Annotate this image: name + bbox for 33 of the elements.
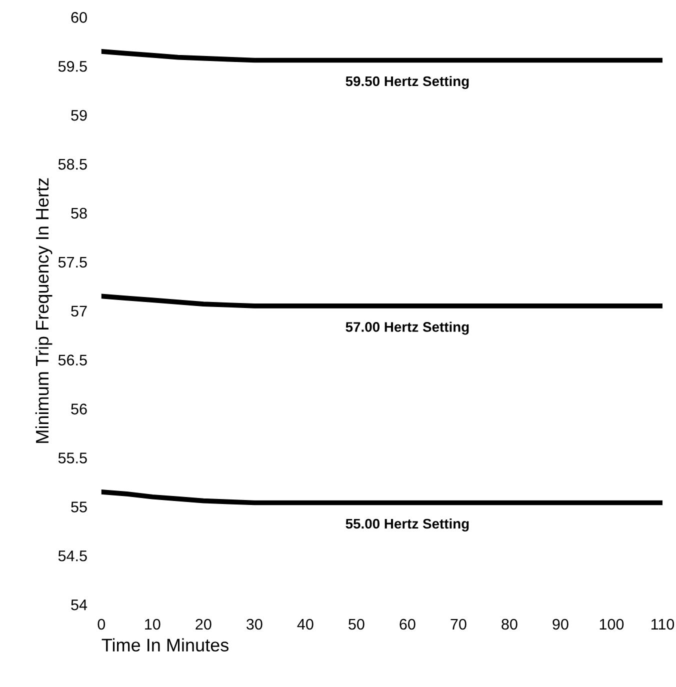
- y-tick-label: 56.5: [58, 354, 87, 366]
- x-tick-label: 10: [145, 618, 160, 630]
- x-tick-label: 100: [600, 618, 624, 630]
- y-tick-label: 54.5: [58, 550, 87, 562]
- x-tick-label: 110: [651, 618, 674, 630]
- x-tick-label: 30: [246, 618, 262, 630]
- y-axis-title: Minimum Trip Frequency In Hertz: [35, 178, 52, 443]
- x-tick-label: 70: [450, 618, 466, 630]
- x-tick-label: 60: [400, 618, 416, 630]
- y-tick-label: 58.5: [58, 158, 87, 170]
- y-tick-label: 56: [71, 404, 87, 414]
- x-tick-label: 80: [502, 618, 518, 630]
- series-label: 57.00 Hertz Setting: [346, 322, 469, 335]
- y-tick-label: 59.5: [58, 60, 87, 72]
- y-tick-label: 55.5: [58, 452, 87, 464]
- line-series: [101, 49, 662, 63]
- x-tick-label: 90: [552, 618, 568, 630]
- x-tick-label: 40: [297, 618, 314, 630]
- x-tick-label: 20: [196, 618, 212, 630]
- y-tick-label: 59: [71, 110, 87, 121]
- x-axis-title: Time In Minutes: [102, 638, 229, 652]
- x-tick-label: 50: [348, 618, 364, 630]
- y-tick-label: 54: [71, 600, 88, 610]
- y-tick-label: 55: [71, 502, 87, 512]
- x-tick-label: 0: [98, 618, 106, 630]
- y-tick-label: 57: [71, 306, 87, 317]
- y-tick-label: 60: [71, 12, 87, 23]
- y-tick-label: 58: [71, 208, 87, 219]
- series-label: 59.50 Hertz Setting: [346, 76, 469, 89]
- y-tick-label: 57.5: [58, 256, 87, 268]
- line-series: [101, 490, 662, 506]
- line-series: [101, 294, 662, 308]
- series-label: 55.00 Hertz Setting: [346, 518, 469, 532]
